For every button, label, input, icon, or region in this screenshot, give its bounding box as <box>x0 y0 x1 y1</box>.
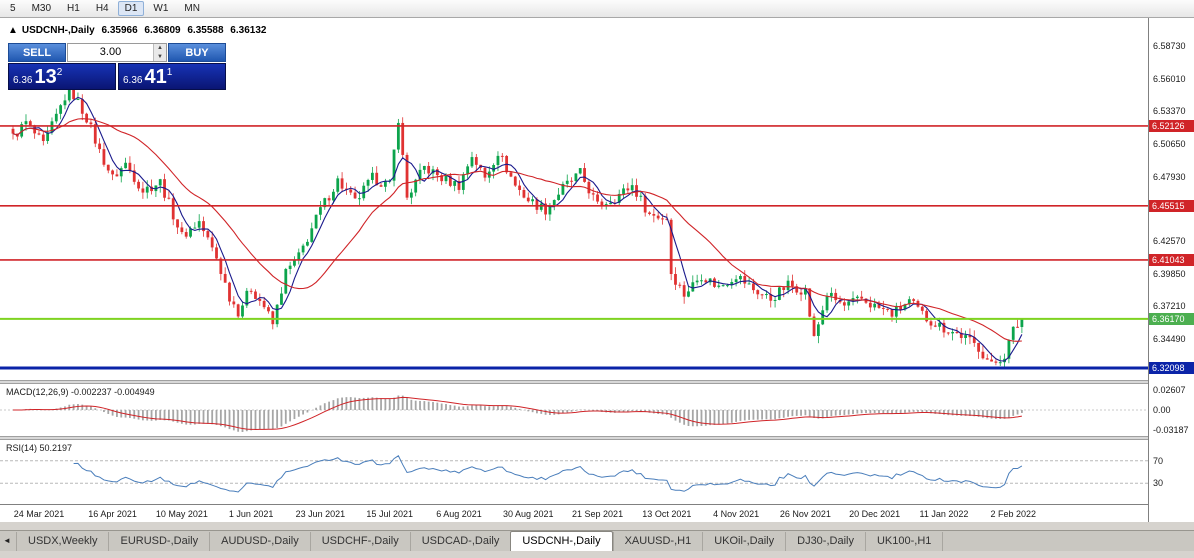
pane-splitter[interactable] <box>0 436 1148 440</box>
tab-usdx-weekly[interactable]: USDX,Weekly <box>16 532 109 551</box>
rsi-panel[interactable] <box>0 440 1148 504</box>
rsi-indicator-label: RSI(14) 50.2197 <box>6 443 72 453</box>
macd-axis-label: -0.03187 <box>1153 425 1189 435</box>
tab-scroll-left-icon[interactable]: ◄ <box>3 536 11 545</box>
volume-input[interactable]: 3.00 <box>99 46 122 58</box>
bid-price-prefix: 6.36 <box>13 75 33 86</box>
timeframe-m30-button[interactable]: M30 <box>31 3 52 14</box>
price-axis-label: 6.39850 <box>1153 269 1186 280</box>
volume-decrease-icon[interactable]: ▼ <box>154 52 166 61</box>
price-axis-label: 6.56010 <box>1153 73 1186 84</box>
ask-price-prefix: 6.36 <box>123 75 143 86</box>
price-axis-label: 6.42570 <box>1153 236 1186 247</box>
timeframe-h1-button[interactable]: H1 <box>67 3 80 14</box>
date-axis-label: 11 Jan 2022 <box>919 509 969 519</box>
date-axis-label: 20 Dec 2021 <box>849 509 901 519</box>
tab-usdchf-daily[interactable]: USDCHF-,Daily <box>309 532 410 551</box>
ohlc-close: 6.36132 <box>230 25 267 36</box>
price-axis-label: 6.34490 <box>1153 334 1186 345</box>
tab-ukoil-daily[interactable]: UKOil-,Daily <box>702 532 786 551</box>
timeframe-toolbar: 5 M30 H1 H4 D1 W1 MN <box>0 0 1194 18</box>
volume-spinner: ▲ ▼ <box>153 44 166 61</box>
date-axis[interactable]: 24 Mar 2021 16 Apr 2021 10 May 2021 1 Jun 2… <box>0 504 1148 522</box>
ohlc-high: 6.36809 <box>144 25 181 36</box>
bid-price-display: 6.36 13 2 <box>8 63 116 90</box>
date-axis-label: 1 Jun 2021 <box>228 509 274 519</box>
tab-usdcnh-daily[interactable]: USDCNH-,Daily <box>510 531 613 551</box>
price-axis-label: 6.53370 <box>1153 105 1186 116</box>
timeframe-mn-button[interactable]: MN <box>184 3 200 14</box>
tab-usdcad-daily[interactable]: USDCAD-,Daily <box>409 532 511 551</box>
macd-values: -0.002237 -0.004949 <box>71 387 155 397</box>
rsi-plot <box>0 455 1148 493</box>
price-axis-badge: 6.32098 <box>1149 362 1194 375</box>
price-axis-label: 6.50650 <box>1153 138 1186 149</box>
price-axis-badge: 6.41043 <box>1149 253 1194 266</box>
tab-uk100-h1[interactable]: UK100-,H1 <box>864 532 944 551</box>
sell-button[interactable]: SELL <box>8 43 66 62</box>
price-axis-label: 6.37210 <box>1153 301 1186 312</box>
price-axis-badge: 6.36170 <box>1149 312 1194 325</box>
ask-price-digits: 41 <box>144 66 167 88</box>
macd-axis-label: 0.00 <box>1153 405 1171 415</box>
date-axis-label: 21 Sep 2021 <box>572 509 624 519</box>
date-axis-label: 10 May 2021 <box>155 509 208 519</box>
ask-price-display: 6.36 41 1 <box>118 63 226 90</box>
tab-audusd-daily[interactable]: AUDUSD-,Daily <box>209 532 310 551</box>
rsi-level-label: 30 <box>1153 478 1164 489</box>
tab-dj30-daily[interactable]: DJ30-,Daily <box>785 532 865 551</box>
price-axis-badge: 6.45515 <box>1149 199 1194 212</box>
chart-symbol-label: USDCNH-,Daily <box>21 25 95 36</box>
date-axis-label: 23 Jun 2021 <box>295 509 346 519</box>
date-axis-label: 13 Oct 2021 <box>642 509 692 519</box>
price-axis[interactable]: 6.58730 6.56010 6.53370 6.50650 6.47930 6.425… <box>1148 18 1194 522</box>
ohlc-open: 6.35966 <box>101 25 138 36</box>
timeframe-m5-button[interactable]: 5 <box>10 3 16 14</box>
timeframe-h4-button[interactable]: H4 <box>95 3 109 14</box>
date-axis-label: 24 Mar 2021 <box>13 509 65 519</box>
macd-name: MACD(12,26,9) <box>6 387 69 397</box>
collapse-triangle-icon[interactable]: ▲ <box>8 25 18 36</box>
one-click-trading-widget: SELL 3.00 ▲ ▼ BUY 6.36 13 2 6.36 41 1 <box>8 43 226 90</box>
macd-indicator-label: MACD(12,26,9) -0.002237 -0.004949 <box>6 387 155 397</box>
rsi-name: RSI(14) <box>6 443 38 453</box>
date-axis-label: 2 Feb 2022 <box>990 509 1036 519</box>
tab-xauusd-h1[interactable]: XAUUSD-,H1 <box>612 532 703 551</box>
price-axis-label: 6.47930 <box>1153 171 1186 182</box>
chart-title: ▲ USDCNH-,Daily 6.35966 6.36809 6.35588 6… <box>8 25 270 36</box>
candlestick-plot <box>0 77 1148 370</box>
macd-plot <box>0 395 1148 432</box>
volume-field[interactable]: 3.00 ▲ ▼ <box>67 43 167 62</box>
symbol-tab-bar: USDX,Weekly EURUSD-,Daily AUDUSD-,Daily … <box>0 530 1194 551</box>
rsi-value: 50.2197 <box>39 443 73 453</box>
timeframe-w1-button[interactable]: W1 <box>153 3 169 14</box>
bid-price-pipette: 2 <box>56 67 63 78</box>
pane-splitter[interactable] <box>0 380 1148 384</box>
tab-eurusd-daily[interactable]: EURUSD-,Daily <box>108 532 210 551</box>
date-axis-label: 30 Aug 2021 <box>502 509 554 519</box>
macd-panel[interactable] <box>0 384 1148 436</box>
macd-axis-label: 0.02607 <box>1153 385 1186 395</box>
timeframe-d1-button[interactable]: D1 <box>117 1 145 16</box>
ohlc-low: 6.35588 <box>187 25 224 36</box>
buy-button[interactable]: BUY <box>168 43 226 62</box>
date-axis-label: 15 Jul 2021 <box>366 509 413 519</box>
date-axis-label: 16 Apr 2021 <box>88 509 137 519</box>
date-axis-label: 6 Aug 2021 <box>436 509 482 519</box>
bid-price-digits: 13 <box>34 66 57 88</box>
price-axis-badge: 6.52126 <box>1149 119 1194 132</box>
rsi-level-label: 70 <box>1153 455 1164 466</box>
date-axis-label: 4 Nov 2021 <box>713 509 760 519</box>
price-axis-label: 6.58730 <box>1153 41 1186 52</box>
volume-increase-icon[interactable]: ▲ <box>154 44 166 53</box>
ask-price-pipette: 1 <box>166 67 173 78</box>
date-axis-label: 26 Nov 2021 <box>779 509 831 519</box>
